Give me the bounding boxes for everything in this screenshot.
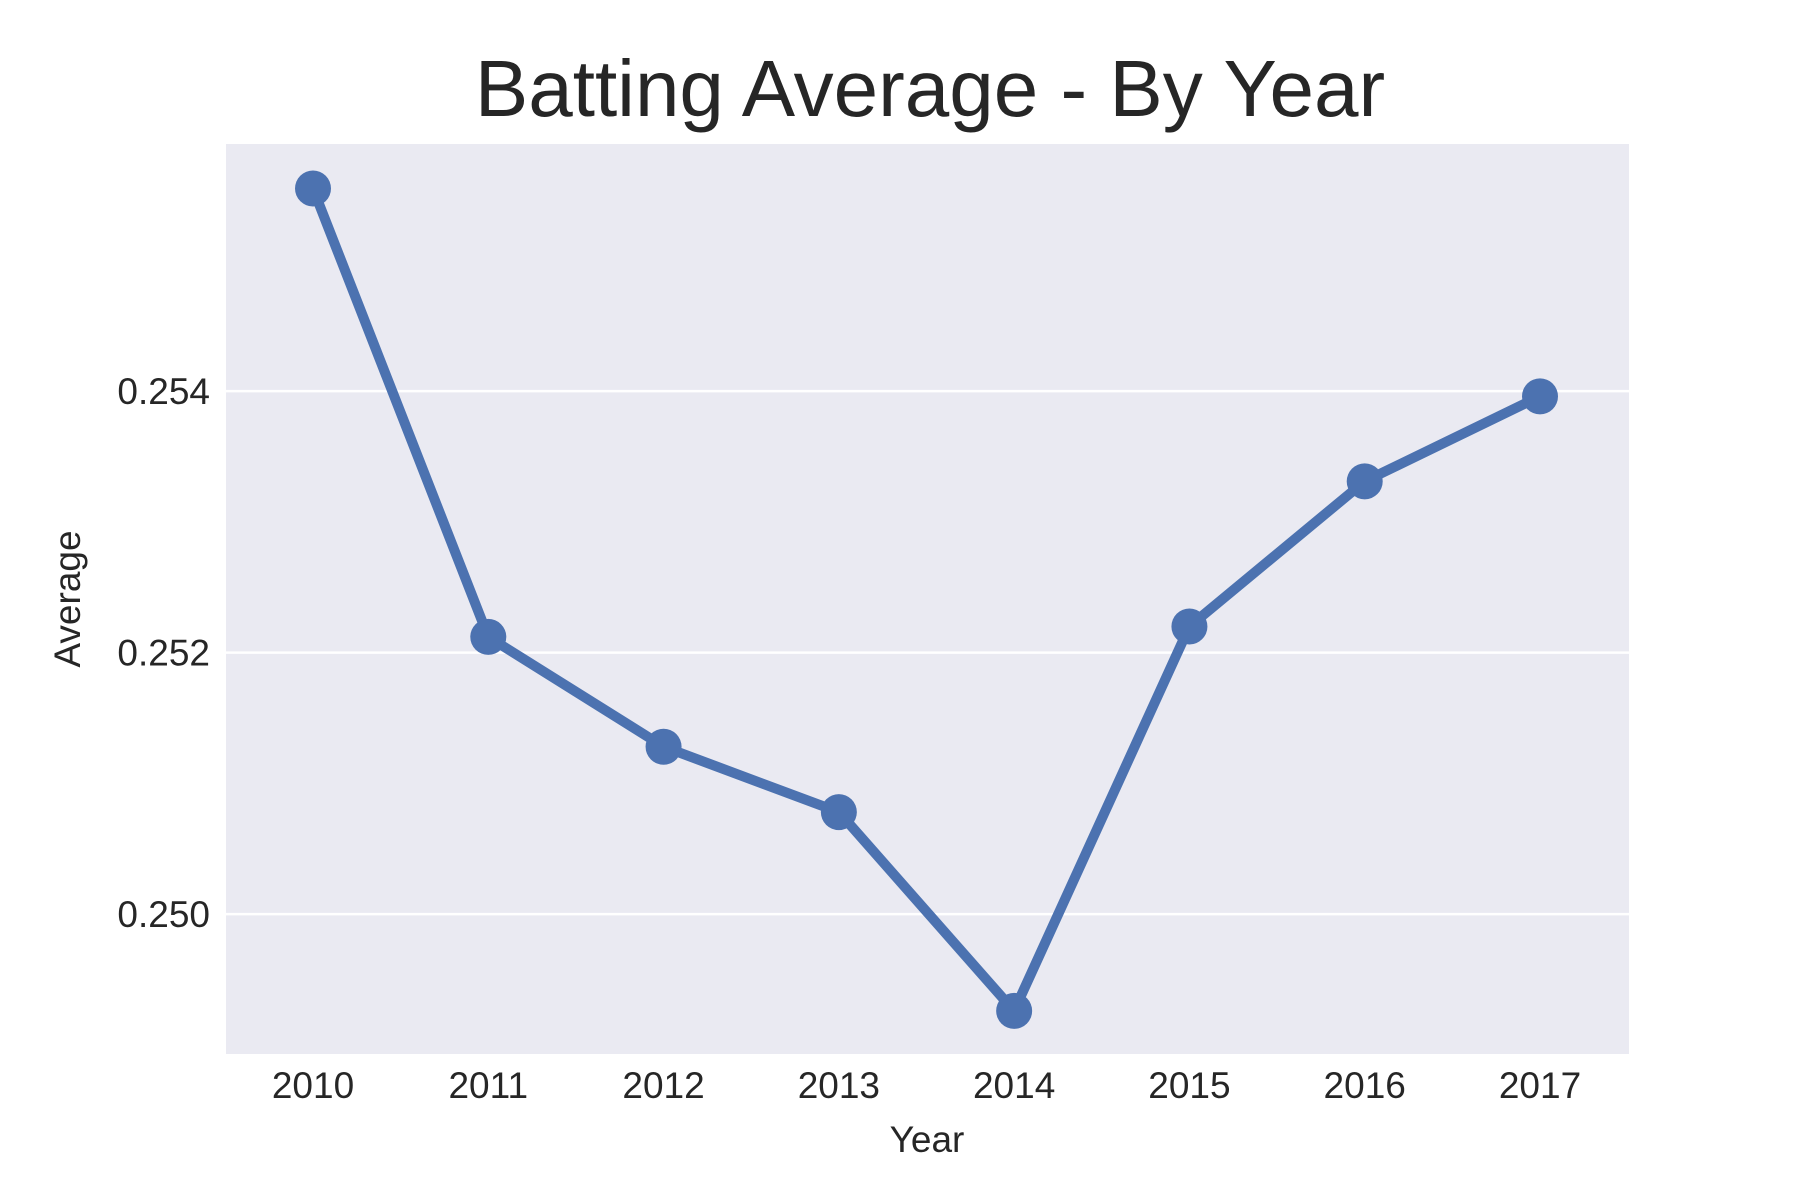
data-point [295,170,331,207]
x-tick-label: 2017 [1499,1065,1581,1106]
data-point [820,794,857,831]
series-layer [295,170,1558,1029]
x-tick-label: 2014 [973,1065,1055,1106]
y-tick-label: 0.252 [117,633,210,674]
data-point [470,618,507,655]
x-tick-label: 2013 [798,1065,880,1106]
data-point [996,992,1033,1029]
y-tick-label: 0.254 [117,371,210,412]
x-tick-label: 2012 [622,1065,704,1106]
data-point [1522,378,1558,415]
y-axis-label: Average [47,530,88,667]
x-axis-ticks: 2010 2011 2012 2013 2014 2015 2016 2017 [272,1065,1581,1106]
data-point [1171,608,1208,645]
x-axis-label: Year [890,1119,965,1160]
data-point [645,728,682,765]
x-tick-label: 2011 [448,1065,528,1106]
y-tick-label: 0.250 [117,894,210,935]
series-line [308,183,1545,1016]
data-point [1346,463,1383,500]
x-tick-label: 2016 [1324,1065,1406,1106]
plot-area [226,144,1629,1054]
x-tick-label: 2015 [1148,1065,1230,1106]
y-axis-ticks: 0.250 0.252 0.254 [117,371,210,935]
x-tick-label: 2010 [272,1065,354,1106]
chart-title: Batting Average - By Year [475,44,1385,133]
